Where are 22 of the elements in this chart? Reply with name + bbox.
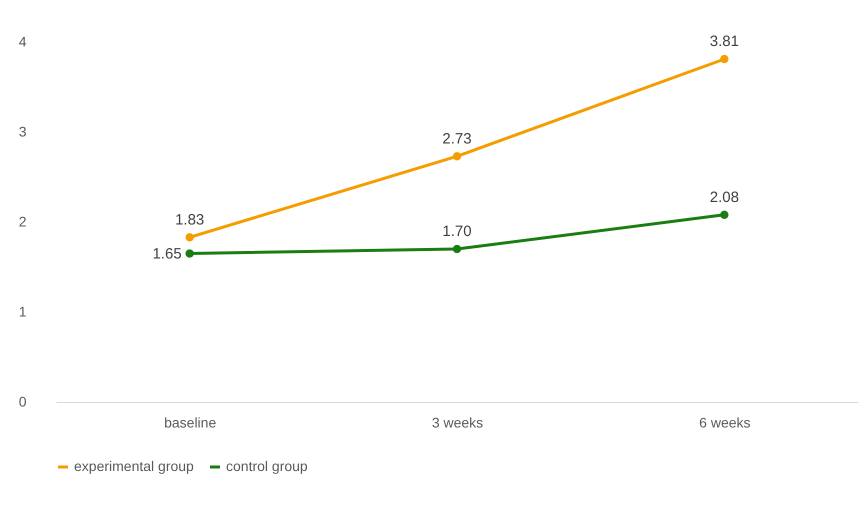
data-label: 3.81 <box>710 33 739 50</box>
point <box>720 210 729 219</box>
y-tick-label: 3 <box>18 124 27 140</box>
y-tick-label: 4 <box>18 34 27 50</box>
data-label: 1.83 <box>175 211 204 228</box>
point <box>720 54 729 64</box>
y-tick-label: 1 <box>18 304 27 320</box>
data-label: 1.65 <box>152 246 182 262</box>
point <box>185 233 194 242</box>
data-label: 1.70 <box>442 223 472 240</box>
y-tick-label: 2 <box>18 214 27 230</box>
y-tick-label: 0 <box>18 394 27 410</box>
point <box>185 249 194 258</box>
x-tick-label: baseline <box>164 414 216 430</box>
data-label: 2.73 <box>442 130 472 148</box>
x-tick-label: 6 weeks <box>699 414 751 430</box>
point <box>452 244 462 254</box>
legend-label: experimental group <box>74 458 194 474</box>
data-label: 2.08 <box>710 188 739 206</box>
legend-label: control group <box>226 458 308 474</box>
x-tick-label: 3 weeks <box>432 414 484 430</box>
point <box>452 152 462 160</box>
